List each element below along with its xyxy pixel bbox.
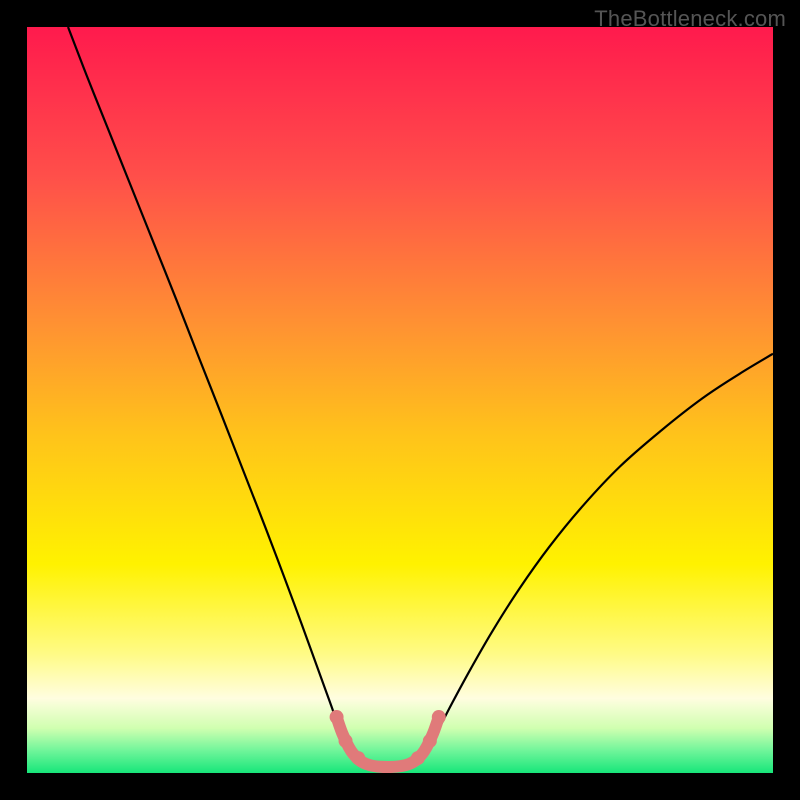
- watermark-text: TheBottleneck.com: [594, 6, 786, 32]
- curve-right: [422, 354, 773, 757]
- bottleneck-bracket-dots: [330, 710, 446, 765]
- curves-layer: [27, 27, 773, 773]
- plot-area: [27, 27, 773, 773]
- curve-left: [68, 27, 353, 757]
